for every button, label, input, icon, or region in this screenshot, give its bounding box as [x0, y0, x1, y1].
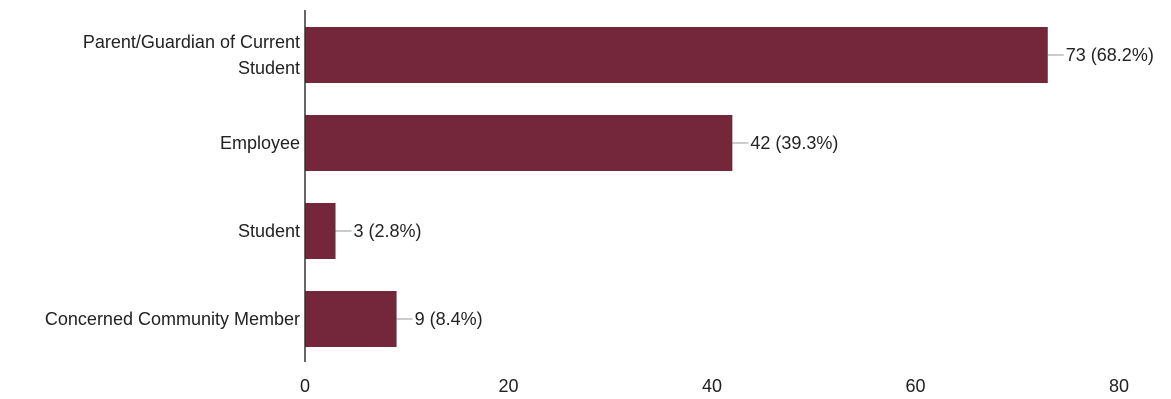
category-label: Student	[238, 58, 300, 78]
x-tick-label: 40	[702, 376, 722, 396]
category-label: Concerned Community Member	[45, 309, 300, 329]
data-label: 73 (68.2%)	[1066, 45, 1154, 65]
x-tick-label: 60	[905, 376, 925, 396]
bars-group	[305, 27, 1048, 347]
x-tick-label: 80	[1109, 376, 1129, 396]
bar	[305, 115, 733, 171]
category-label: Employee	[220, 133, 300, 153]
x-tick-labels: 0 20 40 60 80	[300, 376, 1129, 396]
data-label: 9 (8.4%)	[415, 309, 483, 329]
data-labels: 73 (68.2%) 42 (39.3%) 3 (2.8%) 9 (8.4%)	[335, 45, 1154, 329]
bar	[305, 291, 397, 347]
bar	[305, 203, 336, 259]
x-tick-label: 20	[498, 376, 518, 396]
category-labels: Parent/Guardian of Current Student Employe…	[45, 32, 300, 329]
category-label: Student	[238, 221, 300, 241]
category-label: Parent/Guardian of Current	[83, 32, 300, 52]
x-tick-label: 0	[300, 376, 310, 396]
bar	[305, 27, 1048, 83]
data-label: 42 (39.3%)	[750, 133, 838, 153]
data-label: 3 (2.8%)	[354, 221, 422, 241]
